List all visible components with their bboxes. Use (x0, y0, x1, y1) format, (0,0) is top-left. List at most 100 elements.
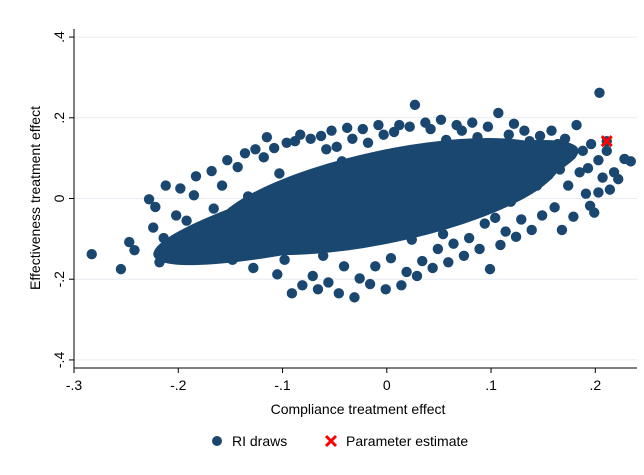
ri-draw-point (493, 107, 504, 119)
ri-draw-point (594, 87, 605, 98)
ri-draw-point (331, 141, 342, 153)
ri-draw-point (305, 133, 316, 144)
ri-draw-point (613, 173, 624, 185)
ri-draw-point (124, 236, 135, 248)
ri-draw-point (175, 183, 186, 194)
ri-draw-point (206, 165, 217, 177)
ri-draw-point (597, 172, 608, 183)
y-tick-label: .2 (51, 112, 67, 124)
ri-draw-point (443, 257, 454, 268)
ri-draws-dense-core-outer (153, 139, 579, 266)
legend-label-parameter-estimate: Parameter estimate (346, 433, 468, 449)
ri-draw-point (281, 137, 292, 149)
ri-draw-point (354, 273, 365, 284)
ri-draw-point (571, 119, 582, 131)
ri-draw-point (373, 119, 384, 131)
ri-draw-point (362, 137, 374, 149)
ri-draw-point (268, 142, 280, 154)
ri-draw-point (222, 154, 233, 166)
legend-marker-parameter-estimate (324, 434, 338, 448)
x-tick-label: 0 (383, 377, 391, 393)
ri-draw-point (239, 148, 251, 159)
ri-draw-point (593, 154, 604, 166)
ri-draw-point (170, 210, 182, 221)
legend-marker-ri-draws (212, 436, 222, 446)
parameter-estimate-stroke (600, 135, 613, 148)
ri-draw-point (333, 288, 345, 299)
ri-draw-point (510, 231, 522, 243)
ri-draw-point (425, 123, 436, 135)
ri-draw-point (208, 203, 219, 214)
ri-draw-point (556, 224, 568, 236)
ri-draw-point (435, 114, 447, 126)
ri-draw-point (248, 262, 259, 274)
ri-draw-point (150, 201, 161, 213)
ri-draw-point (323, 277, 334, 288)
y-tick-label: .4 (51, 31, 67, 43)
ri-draw-point (467, 117, 478, 128)
ri-draw-point (479, 218, 490, 229)
x-tick-label: .2 (589, 377, 601, 393)
ri-draw-point (232, 161, 243, 173)
ri-draw-point (404, 121, 415, 132)
ri-draw-point (321, 144, 332, 155)
ri-draw-point (364, 278, 376, 290)
ri-draw-point (411, 270, 423, 282)
ri-draw-point (160, 180, 171, 191)
ri-draw-point (474, 243, 485, 255)
ri-draw-point (625, 156, 636, 167)
ri-draw-point (417, 255, 428, 267)
ri-draw-point (585, 138, 597, 150)
ri-draw-point (508, 118, 520, 130)
data-points (86, 87, 636, 303)
ri-draw-point (295, 129, 306, 140)
ri-draw-point (190, 171, 202, 182)
ri-draw-point (490, 212, 501, 224)
ri-draw-point (129, 244, 140, 256)
ri-draw-point (432, 243, 444, 255)
ri-draw-point (188, 190, 200, 201)
ri-draw-point (148, 222, 159, 233)
ri-draw-point (409, 99, 421, 111)
y-axis-title: Effectiveness treatment effect (27, 106, 43, 290)
ri-draw-point (86, 248, 97, 260)
ri-draw-point (437, 228, 449, 240)
ri-draw-point (272, 269, 283, 280)
ri-draw-point (315, 130, 327, 142)
ri-draw-point (286, 288, 298, 299)
ri-draw-point (394, 119, 405, 131)
x-tick-label: -.3 (66, 377, 83, 393)
ri-draw-point (279, 254, 290, 266)
parameter-estimate-marker (600, 135, 613, 148)
ri-draw-point (307, 270, 318, 282)
ri-draw-point (534, 130, 546, 142)
x-axis-title: Compliance treatment effect (271, 401, 446, 417)
ri-draw-point (385, 253, 397, 264)
ri-draw-point (500, 226, 511, 237)
ri-draw-point (338, 261, 350, 272)
ri-draw-point (503, 129, 514, 140)
ri-draw-point (396, 280, 407, 291)
ri-draw-point (380, 284, 391, 295)
ri-draw-point (601, 145, 612, 157)
ri-draw-point (526, 224, 537, 236)
y-tick-label: -.4 (51, 352, 67, 369)
ri-draw-point (448, 238, 459, 249)
ri-draw-point (326, 125, 337, 136)
ri-draw-point (370, 261, 381, 272)
ri-draw-point (574, 167, 585, 178)
ri-draw-point (427, 262, 438, 274)
ri-draw-point (546, 125, 557, 136)
ri-draw-point (181, 215, 192, 226)
ri-draw-point (401, 266, 412, 278)
ri-draw-point (274, 168, 285, 179)
ri-draw-point (357, 123, 368, 135)
ri-draw-point (604, 184, 616, 195)
y-tick-label: 0 (51, 194, 67, 202)
ri-draw-point (577, 145, 588, 157)
ri-draw-point (580, 188, 592, 199)
ri-draw-point (516, 214, 527, 225)
ticks: -.3 -.2 -.1 0 .1 .2 -.4 -.2 0 .2 .4 (51, 31, 601, 393)
x-tick-label: .1 (485, 377, 497, 393)
